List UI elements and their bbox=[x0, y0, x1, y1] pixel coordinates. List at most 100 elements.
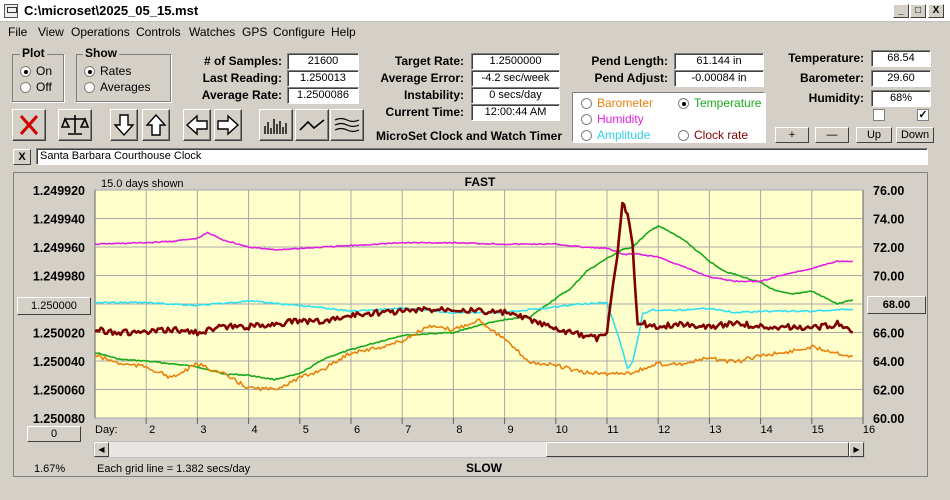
sensor-clockrate-radio[interactable]: Clock rate bbox=[678, 128, 748, 142]
scale-down-button[interactable]: Down bbox=[896, 127, 934, 143]
plot-on-radio[interactable]: On bbox=[20, 64, 52, 78]
checkbox-left[interactable] bbox=[873, 109, 885, 121]
scroll-thumb[interactable] bbox=[546, 442, 849, 457]
target-rate-field[interactable]: 1.2500000 bbox=[471, 53, 560, 70]
sensor-humidity-label: Humidity bbox=[597, 112, 644, 126]
checkbox-right[interactable]: ✓ bbox=[917, 109, 929, 121]
line-graph-button[interactable] bbox=[295, 109, 329, 141]
x-mark-icon bbox=[19, 115, 39, 135]
pend-length-field[interactable]: 61.144 in bbox=[674, 53, 764, 70]
samples-field: 21600 bbox=[287, 53, 359, 70]
menu-controls[interactable]: Controls bbox=[136, 25, 181, 39]
offset-button[interactable]: 0 bbox=[27, 426, 81, 442]
horizontal-scrollbar[interactable]: ◀ ▶ bbox=[93, 441, 865, 458]
arrow-down-icon bbox=[113, 114, 135, 137]
plot-group-title: Plot bbox=[20, 46, 47, 60]
instability-label: Instability: bbox=[403, 88, 464, 102]
balance-scale-icon bbox=[60, 115, 90, 135]
menu-gps[interactable]: GPS bbox=[242, 25, 268, 39]
show-rates-label: Rates bbox=[100, 64, 132, 78]
plot-off-label: Off bbox=[36, 80, 52, 94]
show-averages-label: Averages bbox=[100, 80, 151, 94]
maximize-button[interactable]: □ bbox=[910, 4, 926, 18]
series-line-amplitude bbox=[94, 299, 853, 370]
left-tick-label: 1.250060 bbox=[33, 384, 85, 398]
menu-view[interactable]: View bbox=[38, 25, 64, 39]
arrow-right-icon bbox=[217, 114, 240, 136]
chart-frame bbox=[13, 172, 928, 477]
arrow-down-button[interactable] bbox=[110, 109, 138, 141]
x-tick-label: 7 bbox=[405, 424, 411, 436]
menu-configure[interactable]: Configure bbox=[273, 25, 326, 39]
balance-button[interactable] bbox=[58, 109, 92, 141]
watch-name-field[interactable]: Santa Barbara Courthouse Clock bbox=[36, 148, 928, 165]
arrow-up-icon bbox=[145, 113, 167, 136]
sensor-barometer-label: Barometer bbox=[597, 96, 654, 110]
sensor-temperature-radio[interactable]: Temperature bbox=[678, 96, 761, 110]
average-error-label: Average Error: bbox=[380, 71, 464, 85]
average-rate-field: 1.2500086 bbox=[287, 87, 359, 104]
temperature-field: 68.54 bbox=[871, 50, 931, 67]
plot-off-radio[interactable]: Off bbox=[20, 80, 52, 94]
slow-label: SLOW bbox=[466, 461, 503, 475]
radio-icon bbox=[581, 113, 592, 125]
pend-adjust-field: -0.00084 in bbox=[674, 70, 764, 87]
scale-minus-button[interactable]: — bbox=[815, 127, 849, 143]
humidity-label: Humidity: bbox=[808, 91, 864, 105]
menu-watches[interactable]: Watches bbox=[189, 25, 236, 39]
x-tick-label: 12 bbox=[658, 424, 670, 436]
x-tick-label: 6 bbox=[354, 424, 360, 436]
menu-operations[interactable]: Operations bbox=[71, 25, 130, 39]
minimize-button[interactable]: _ bbox=[893, 4, 909, 18]
menu-help[interactable]: Help bbox=[331, 25, 356, 39]
temperature-label: Temperature: bbox=[788, 51, 864, 65]
right-tick-label: 64.00 bbox=[873, 355, 904, 369]
sensor-amplitude-radio[interactable]: Amplitude bbox=[581, 128, 650, 142]
show-group bbox=[76, 54, 171, 102]
x-tick-label: 14 bbox=[760, 424, 772, 436]
menu-file[interactable]: File bbox=[8, 25, 28, 39]
scroll-left-icon[interactable]: ◀ bbox=[94, 442, 109, 457]
sensor-clockrate-label: Clock rate bbox=[694, 128, 749, 142]
samples-label: # of Samples: bbox=[203, 54, 282, 68]
barometer-field: 29.60 bbox=[871, 70, 931, 87]
scale-up-button[interactable]: Up bbox=[856, 127, 892, 143]
sensor-select-box bbox=[572, 92, 765, 142]
left-tick-label: 1.250020 bbox=[33, 327, 85, 341]
last-reading-field: 1.250013 bbox=[287, 70, 359, 87]
sensor-amplitude-label: Amplitude bbox=[597, 128, 651, 142]
arrow-left-button[interactable] bbox=[183, 109, 211, 141]
series-line-clock-rate bbox=[94, 201, 854, 343]
x-tick-label: 4 bbox=[252, 424, 258, 436]
scale-plus-button[interactable]: + bbox=[775, 127, 809, 143]
x-tick-label: 8 bbox=[456, 424, 462, 436]
x-tick-label: 9 bbox=[508, 424, 514, 436]
left-tick-label: 1.250040 bbox=[33, 355, 85, 369]
close-button[interactable]: X bbox=[928, 4, 944, 18]
close-watch-button[interactable]: X bbox=[13, 149, 31, 165]
left-center-button[interactable]: 1.250000 bbox=[17, 297, 91, 315]
fast-label: FAST bbox=[465, 175, 496, 189]
left-tick-label: 1.249960 bbox=[33, 241, 85, 255]
sensor-barometer-radio[interactable]: Barometer bbox=[581, 96, 653, 110]
radio-icon bbox=[581, 97, 592, 109]
window-title: C:\microset\2025_05_15.mst bbox=[24, 3, 199, 18]
show-rates-radio[interactable]: Rates bbox=[84, 64, 131, 78]
show-averages-radio[interactable]: Averages bbox=[84, 80, 150, 94]
stop-button[interactable] bbox=[12, 109, 46, 141]
arrow-up-button[interactable] bbox=[142, 109, 170, 141]
arrow-left-icon bbox=[185, 114, 208, 136]
arrow-right-button[interactable] bbox=[214, 109, 242, 141]
multi-line-button[interactable] bbox=[330, 109, 364, 141]
right-center-button[interactable]: 68.00 bbox=[867, 296, 926, 314]
x-tick-label: 3 bbox=[200, 424, 206, 436]
scroll-right-icon[interactable]: ▶ bbox=[849, 442, 864, 457]
right-tick-label: 70.00 bbox=[873, 270, 904, 284]
radio-icon bbox=[581, 129, 592, 141]
bar-graph-button[interactable] bbox=[259, 109, 293, 141]
pend-adjust-label: Pend Adjust: bbox=[594, 71, 668, 85]
line-graph-icon bbox=[299, 119, 325, 131]
right-tick-label: 72.00 bbox=[873, 241, 904, 255]
menu-bar: File View Operations Controls Watches GP… bbox=[0, 23, 950, 41]
sensor-humidity-radio[interactable]: Humidity bbox=[581, 112, 644, 126]
